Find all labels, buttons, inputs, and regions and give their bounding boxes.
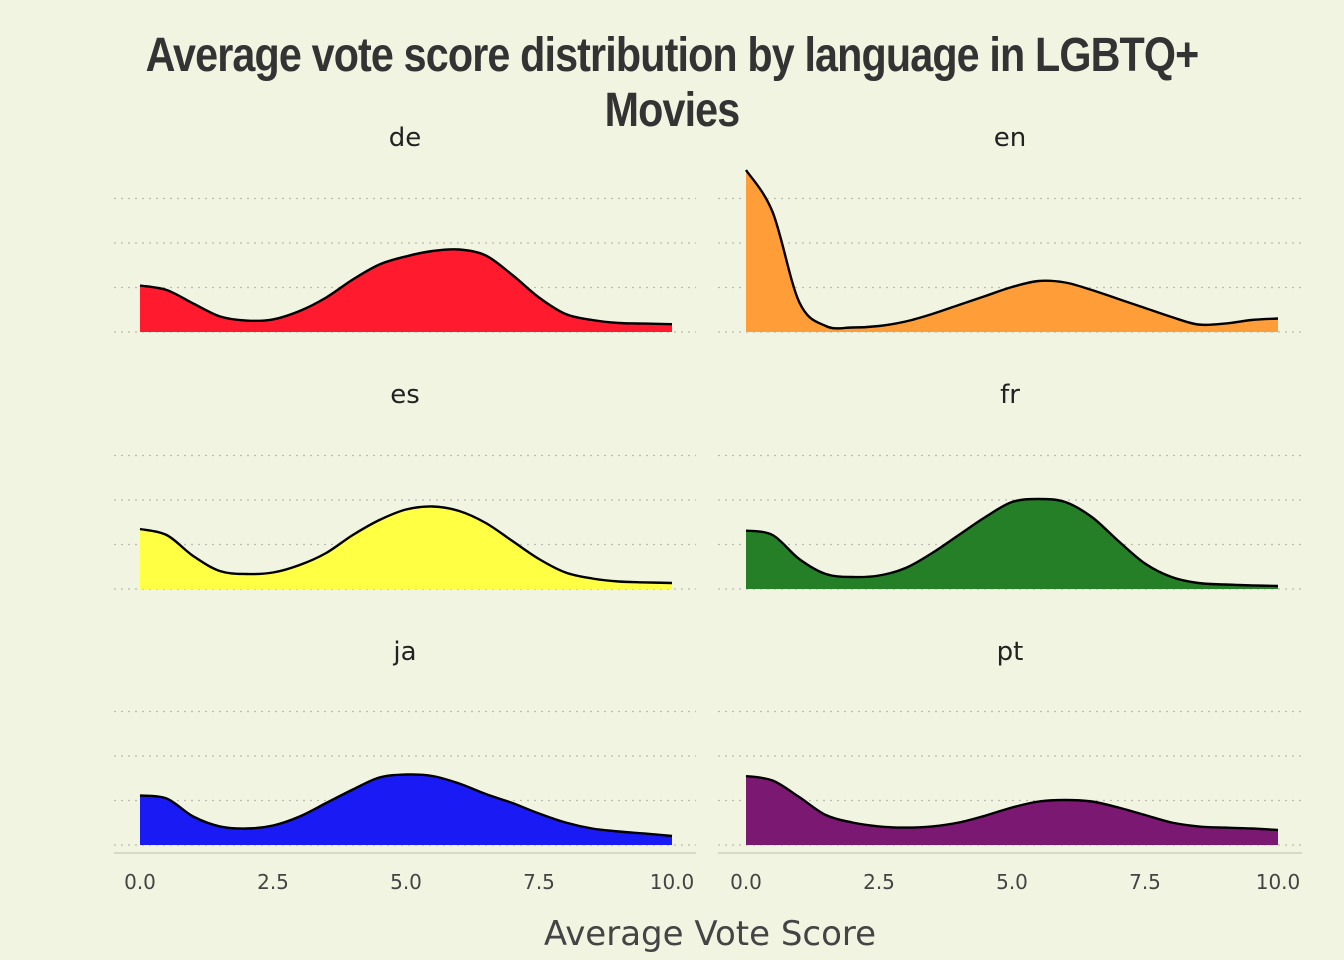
- facet-title-es: es: [390, 380, 420, 410]
- facet-title-pt: pt: [997, 637, 1024, 667]
- facet-es: es: [114, 380, 696, 590]
- facet-fr: fr: [718, 380, 1302, 590]
- density-area-es: [140, 506, 672, 589]
- x-tick-label: 5.0: [390, 870, 422, 894]
- x-tick-label: 2.5: [863, 870, 895, 894]
- x-tick-label: 10.0: [650, 870, 695, 894]
- density-line-es: [139, 505, 673, 585]
- facet-title-de: de: [389, 123, 422, 153]
- density-line-de: [139, 248, 673, 326]
- x-tick-label: 0.0: [124, 870, 156, 894]
- density-line-en: [744, 169, 1279, 330]
- facet-pt: pt: [718, 637, 1302, 846]
- x-tick-label: 0.0: [730, 870, 762, 894]
- x-axis-label: Average Vote Score: [543, 914, 877, 954]
- density-area-de: [140, 249, 672, 332]
- facet-en: en: [718, 123, 1302, 333]
- x-tick-label: 10.0: [1256, 870, 1301, 894]
- density-line-ja: [139, 773, 673, 838]
- x-tick-label: 7.5: [1129, 870, 1161, 894]
- chart-title: Average vote score distribution by langu…: [145, 29, 1200, 137]
- facet-title-en: en: [994, 123, 1026, 153]
- facet-title-fr: fr: [1000, 380, 1020, 410]
- density-line-fr: [745, 497, 1279, 588]
- density-area-pt: [746, 776, 1278, 845]
- x-tick-label: 2.5: [257, 870, 289, 894]
- density-line-pt: [745, 774, 1279, 832]
- density-area-ja: [140, 774, 672, 845]
- density-area-fr: [746, 499, 1278, 589]
- density-area-en: [746, 170, 1278, 332]
- facet-ja: ja: [114, 637, 696, 846]
- facet-title-ja: ja: [392, 637, 416, 667]
- x-tick-label: 7.5: [523, 870, 555, 894]
- x-tick-label: 5.0: [996, 870, 1028, 894]
- facet-de: de: [114, 123, 696, 333]
